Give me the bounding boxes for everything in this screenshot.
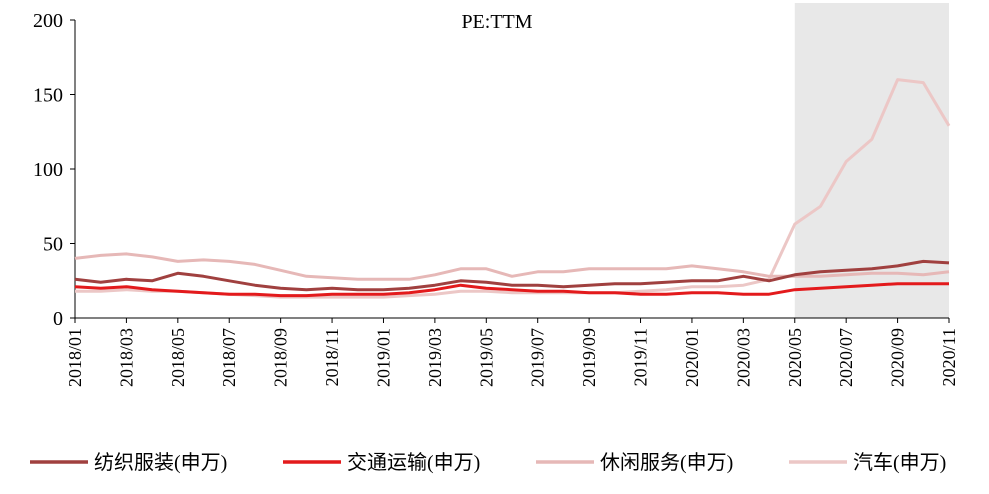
x-tick-label: 2018/11 bbox=[322, 328, 342, 386]
series-layer bbox=[74, 78, 951, 299]
legend-label: 交通运输(申万) bbox=[347, 451, 480, 474]
legend-label: 纺织服装(申万) bbox=[94, 451, 227, 474]
x-tick-label: 2019/01 bbox=[373, 328, 393, 387]
legend-label: 休闲服务(申万) bbox=[600, 451, 733, 474]
y-tick-label: 0 bbox=[53, 308, 63, 330]
x-tick-label: 2020/03 bbox=[733, 328, 753, 387]
chart-title: PE:TTM bbox=[461, 11, 532, 33]
legend: 纺织服装(申万) 交通运输(申万) 休闲服务(申万) 汽车(申万) bbox=[30, 451, 946, 474]
series-line-3 bbox=[74, 252, 950, 281]
x-tick-label: 2018/05 bbox=[168, 328, 188, 387]
x-tick-label: 2019/07 bbox=[528, 328, 548, 387]
y-tick-label: 100 bbox=[33, 159, 63, 181]
x-tick-label: 2018/09 bbox=[271, 328, 291, 387]
x-tick-label: 2020/09 bbox=[888, 328, 908, 387]
shaded-region bbox=[794, 3, 949, 318]
x-tick-label: 2019/11 bbox=[631, 328, 651, 386]
y-axis: 0 50 100 150 200 bbox=[33, 10, 76, 330]
series-line-1 bbox=[74, 259, 950, 292]
x-tick-label: 2019/05 bbox=[476, 328, 496, 387]
x-tick-label: 2018/07 bbox=[219, 328, 239, 387]
x-tick-label: 2019/03 bbox=[425, 328, 445, 387]
x-tick-label: 2018/01 bbox=[65, 328, 85, 387]
x-tick-label: 2020/01 bbox=[682, 328, 702, 387]
legend-label: 汽车(申万) bbox=[853, 451, 946, 474]
y-tick-label: 200 bbox=[33, 10, 63, 32]
series-line-2 bbox=[74, 282, 949, 298]
x-tick-label: 2020/07 bbox=[836, 328, 856, 387]
y-tick-label: 150 bbox=[33, 85, 63, 107]
y-tick-label: 50 bbox=[43, 234, 63, 256]
x-tick-label: 2020/11 bbox=[939, 328, 959, 386]
x-tick-label: 2020/05 bbox=[785, 328, 805, 387]
x-axis: 2018/01 2018/03 2018/05 2018/07 2018/09 2018/… bbox=[65, 317, 959, 387]
x-tick-label: 2019/09 bbox=[579, 328, 599, 387]
x-tick-label: 2018/03 bbox=[116, 328, 136, 387]
